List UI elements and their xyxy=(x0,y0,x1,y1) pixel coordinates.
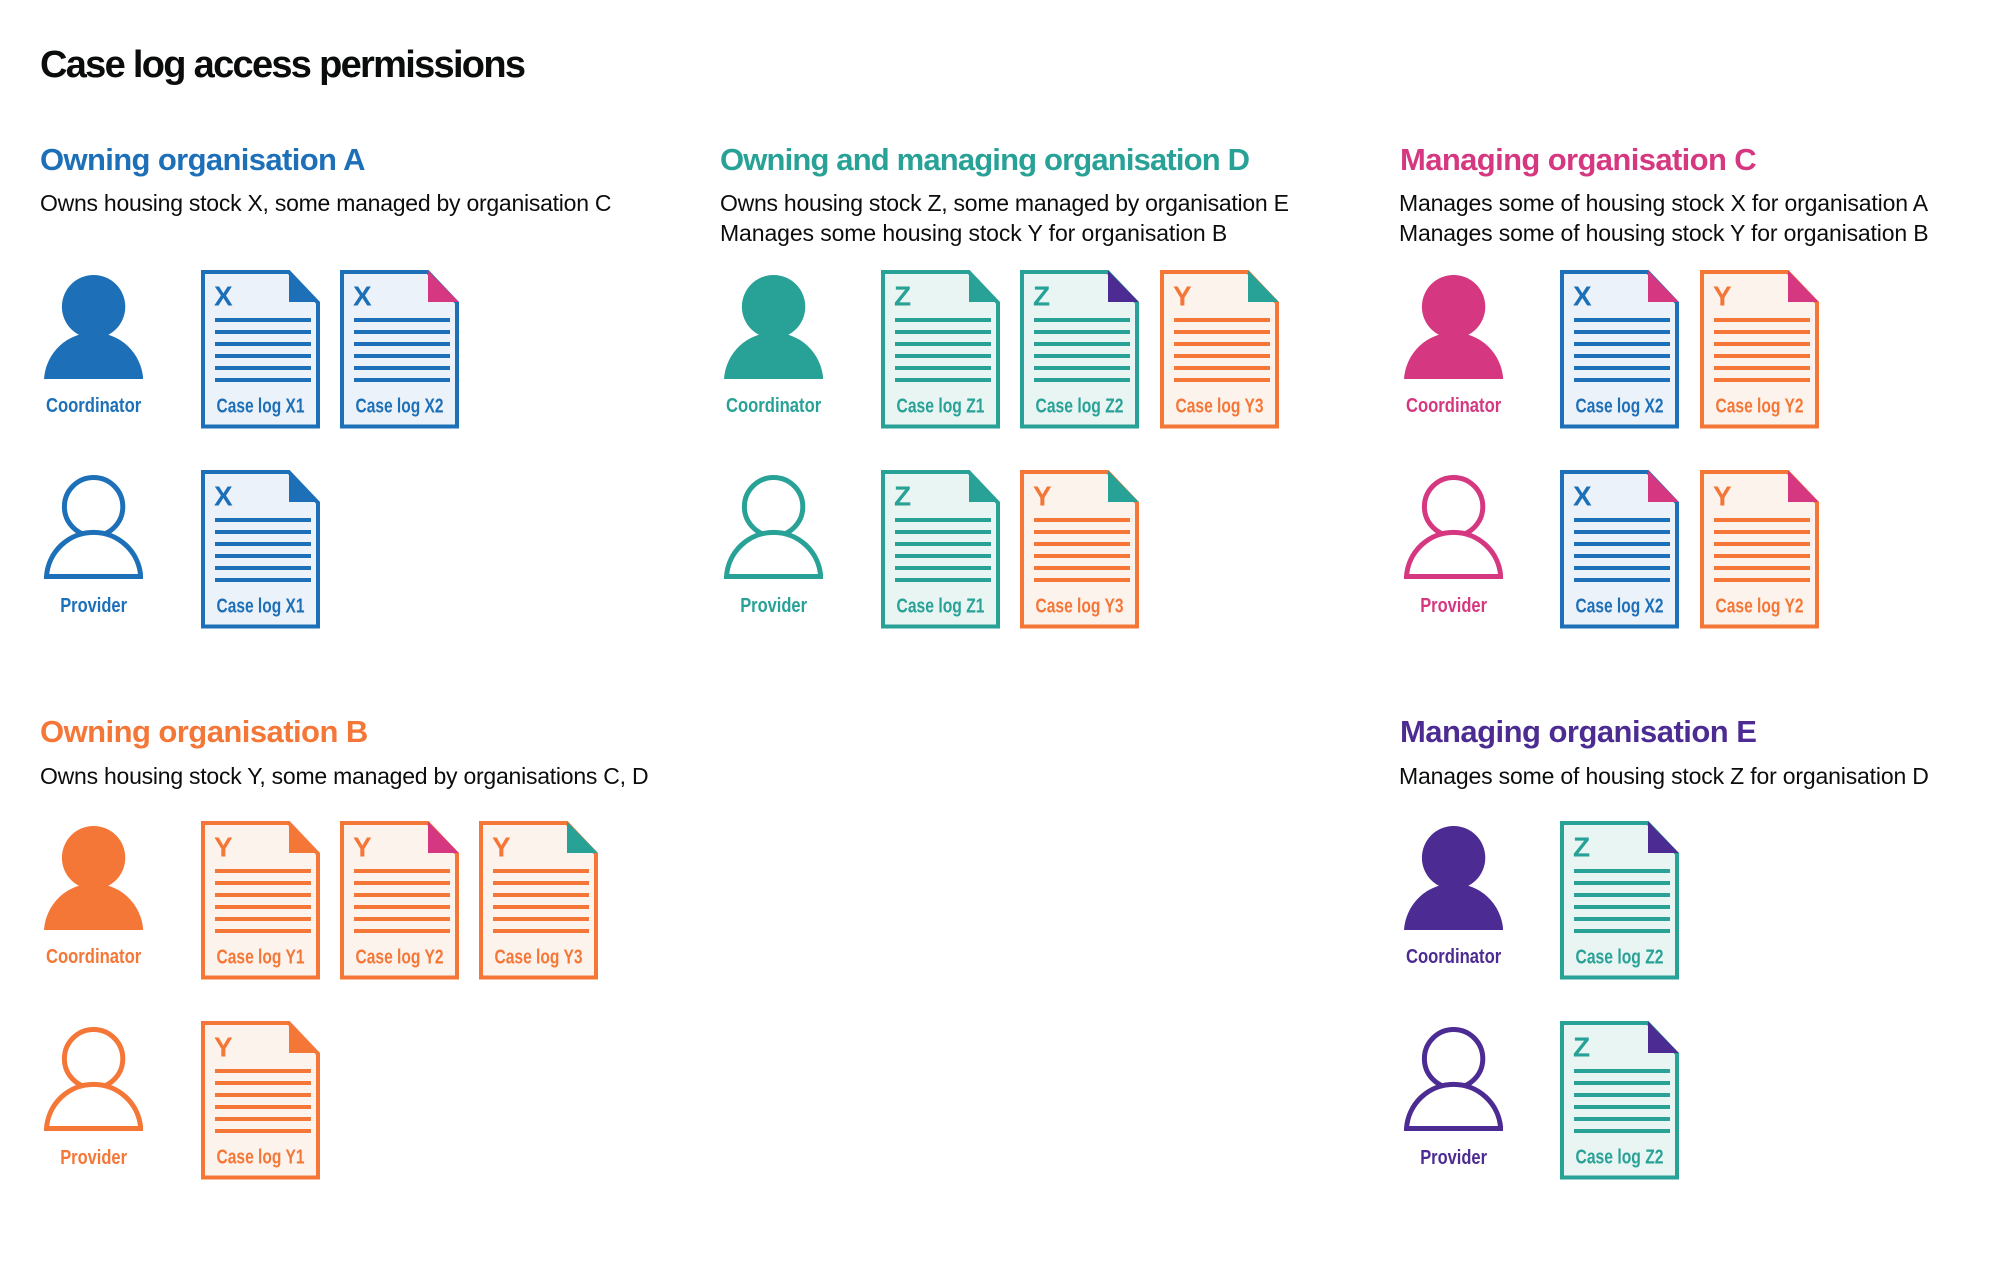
svg-text:Case log X2: Case log X2 xyxy=(1576,595,1664,617)
svg-text:Case log Y3: Case log Y3 xyxy=(1176,395,1264,417)
svg-text:Case log Y2: Case log Y2 xyxy=(1715,395,1803,417)
svg-text:Y: Y xyxy=(214,1032,233,1063)
svg-text:Coordinator: Coordinator xyxy=(46,946,141,968)
svg-text:Y: Y xyxy=(1173,280,1192,311)
svg-text:Case log Y2: Case log Y2 xyxy=(356,946,444,968)
svg-text:Case log X1: Case log X1 xyxy=(216,595,304,617)
svg-text:Case log Y3: Case log Y3 xyxy=(495,946,583,968)
svg-text:Provider: Provider xyxy=(1420,1147,1487,1169)
svg-text:Case log Z1: Case log Z1 xyxy=(896,395,984,417)
svg-text:Y: Y xyxy=(492,831,511,862)
svg-text:Y: Y xyxy=(353,831,372,862)
svg-text:Y: Y xyxy=(1033,480,1052,511)
svg-text:Coordinator: Coordinator xyxy=(1405,946,1500,968)
svg-text:Coordinator: Coordinator xyxy=(726,395,821,417)
svg-text:Case log X1: Case log X1 xyxy=(216,395,304,417)
svg-text:Case log Z2: Case log Z2 xyxy=(1576,1147,1664,1169)
svg-text:Coordinator: Coordinator xyxy=(1405,395,1500,417)
svg-text:X: X xyxy=(214,280,233,311)
svg-text:Z: Z xyxy=(1033,280,1050,311)
svg-text:Y: Y xyxy=(1713,480,1732,511)
svg-text:Case log Y1: Case log Y1 xyxy=(216,1147,304,1169)
svg-text:X: X xyxy=(1573,480,1592,511)
svg-text:Provider: Provider xyxy=(1420,595,1487,617)
svg-text:X: X xyxy=(353,280,372,311)
svg-text:Provider: Provider xyxy=(60,595,127,617)
svg-text:Z: Z xyxy=(1573,1032,1590,1063)
svg-text:X: X xyxy=(214,480,233,511)
svg-text:Provider: Provider xyxy=(60,1147,127,1169)
svg-text:Z: Z xyxy=(1573,831,1590,862)
svg-text:X: X xyxy=(1573,280,1592,311)
svg-text:Coordinator: Coordinator xyxy=(46,395,141,417)
svg-text:Case log Z1: Case log Z1 xyxy=(896,595,984,617)
svg-text:Case log Y1: Case log Y1 xyxy=(216,946,304,968)
svg-text:Case log X2: Case log X2 xyxy=(356,395,444,417)
svg-text:Case log X2: Case log X2 xyxy=(1576,395,1664,417)
svg-text:Case log Y3: Case log Y3 xyxy=(1036,595,1124,617)
svg-text:Z: Z xyxy=(894,480,911,511)
svg-text:Case log Z2: Case log Z2 xyxy=(1576,946,1664,968)
svg-text:Case log Y2: Case log Y2 xyxy=(1715,595,1803,617)
svg-text:Y: Y xyxy=(1713,280,1732,311)
svg-text:Case log Z2: Case log Z2 xyxy=(1036,395,1124,417)
svg-text:Z: Z xyxy=(894,280,911,311)
svg-text:Provider: Provider xyxy=(740,595,807,617)
svg-text:Y: Y xyxy=(214,831,233,862)
